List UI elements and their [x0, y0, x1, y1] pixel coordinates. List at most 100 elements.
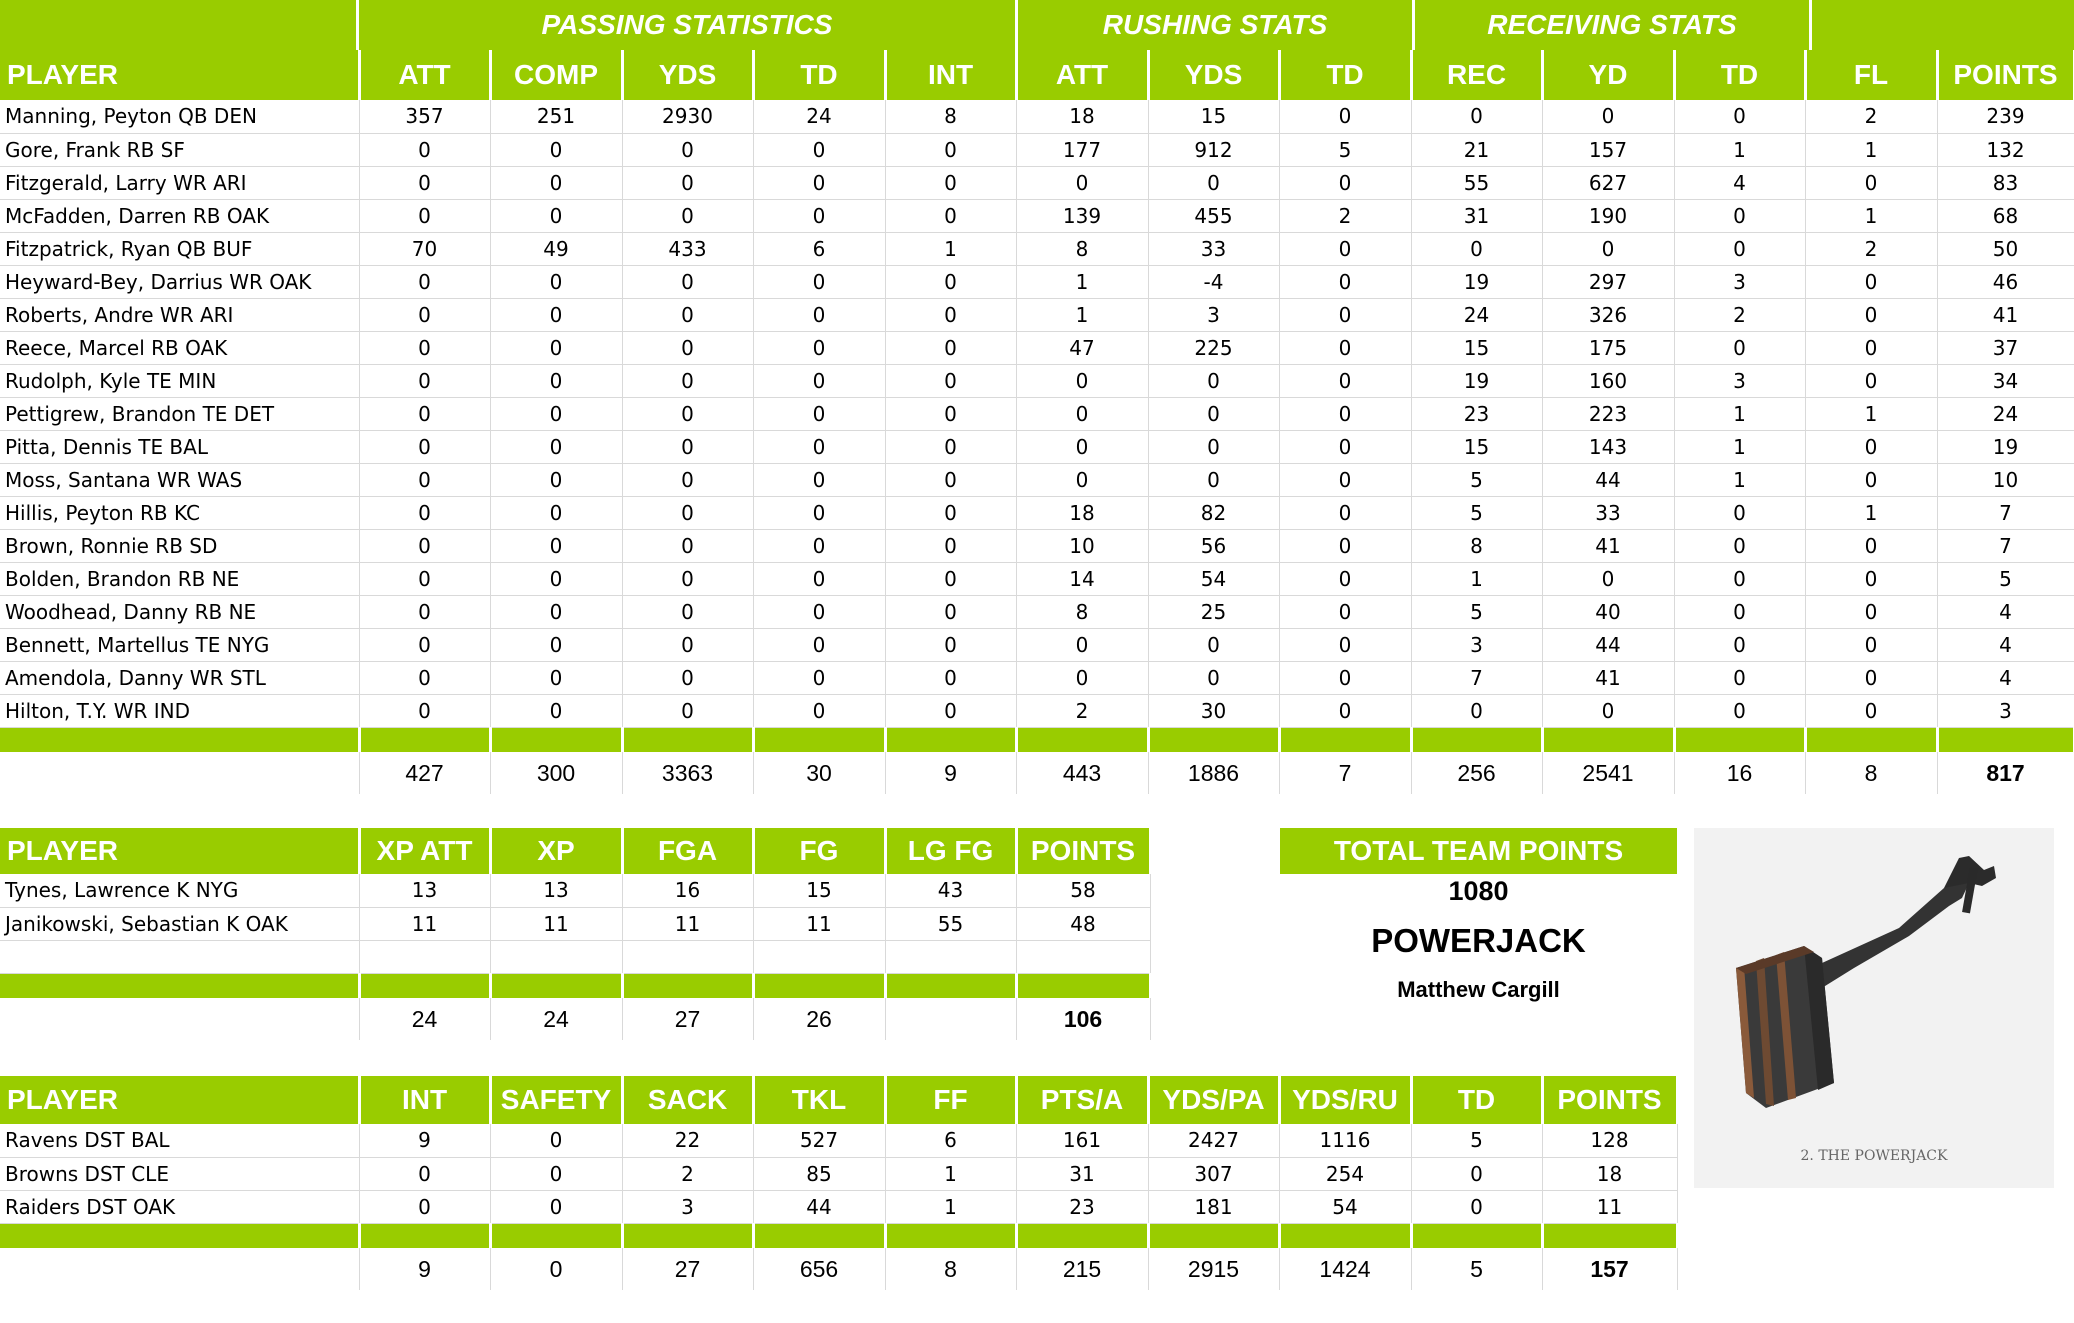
table-row: Bennett, Martellus TE NYG 0 0 0 0 0 0 0 0 3 44 0 0 4	[0, 628, 2074, 662]
header-bar-right	[1812, 0, 2074, 50]
stat-cell: 1116	[1279, 1124, 1412, 1158]
table-row: Fitzgerald, Larry WR ARI 0 0 0 0 0 0 0 0 55 627 4 0 8…	[0, 166, 2074, 200]
separator-cell	[490, 973, 624, 998]
separator-row	[0, 1223, 1679, 1248]
stat-cell: 4	[1937, 661, 2074, 695]
stat-cell: 0	[490, 166, 623, 200]
player-name-cell: Browns DST CLE	[0, 1157, 360, 1191]
stat-cell: 0	[885, 430, 1017, 464]
player-name-cell: Pitta, Dennis TE BAL	[0, 430, 360, 464]
stat-cell: 157	[1542, 133, 1675, 167]
stat-cell: 15	[753, 874, 886, 908]
stat-cell: 175	[1542, 331, 1675, 365]
total-cell: 2915	[1148, 1248, 1280, 1290]
total-cell: 27	[622, 998, 754, 1040]
player-name-cell: Fitzpatrick, Ryan QB BUF	[0, 232, 360, 266]
stat-cell: 0	[1016, 430, 1149, 464]
empty-cell	[885, 940, 1017, 974]
table-row: Amendola, Danny WR STL 0 0 0 0 0 0 0 0 7 41 0 0 4	[0, 661, 2074, 695]
stat-cell: 0	[753, 661, 886, 695]
stat-cell: 0	[622, 265, 754, 299]
stat-cell: 3	[1674, 364, 1806, 398]
stat-cell: 5	[1411, 595, 1543, 629]
stat-cell: 0	[1674, 595, 1806, 629]
stat-cell: 0	[1805, 265, 1938, 299]
empty-cell	[1016, 940, 1151, 974]
stat-cell: 25	[1148, 595, 1280, 629]
player-name-cell: Hillis, Peyton RB KC	[0, 496, 360, 530]
stat-cell: 11	[490, 907, 623, 941]
stat-cell: 0	[753, 496, 886, 530]
table-row: Pitta, Dennis TE BAL 0 0 0 0 0 0 0 0 15 143 1 0 19	[0, 430, 2074, 464]
stat-cell: 11	[1542, 1190, 1678, 1224]
separator-row	[0, 727, 2074, 752]
total-cell: 8	[1805, 752, 1938, 794]
stat-cell: 0	[622, 628, 754, 662]
separator-cell	[1805, 727, 1939, 752]
total-cell: 1424	[1279, 1248, 1412, 1290]
player-name-cell: Tynes, Lawrence K NYG	[0, 874, 360, 908]
stat-cell: 41	[1542, 661, 1675, 695]
stat-cell: 2	[1805, 232, 1938, 266]
stat-cell: 181	[1148, 1190, 1280, 1224]
stat-cell: 251	[490, 100, 623, 134]
stat-cell: 0	[622, 430, 754, 464]
stat-cell: 6	[753, 232, 886, 266]
stat-cell: 0	[1016, 628, 1149, 662]
stat-cell: 0	[490, 1157, 623, 1191]
separator-cell	[622, 973, 755, 998]
stat-cell: 0	[753, 529, 886, 563]
stat-cell: 3	[622, 1190, 754, 1224]
stat-cell: 49	[490, 232, 623, 266]
stat-cell: 0	[1674, 100, 1806, 134]
table-row: Bolden, Brandon RB NE 0 0 0 0 0 14 54 0 1 0 0 0 5	[0, 562, 2074, 596]
separator-cell	[885, 727, 1018, 752]
stat-cell: 0	[1805, 661, 1938, 695]
stat-cell: 8	[1411, 529, 1543, 563]
total-cell: 656	[753, 1248, 886, 1290]
stat-cell: 0	[1279, 628, 1412, 662]
total-cell: 30	[753, 752, 886, 794]
stat-cell: 0	[1148, 397, 1280, 431]
separator-cell	[490, 727, 624, 752]
stat-cell: 0	[1148, 463, 1280, 497]
stat-cell: 1	[1016, 298, 1149, 332]
stat-cell: 0	[359, 595, 491, 629]
column-header: FG	[753, 828, 887, 874]
total-cell	[885, 998, 1017, 1040]
table-row: Ravens DST BAL 9 0 22 527 6 161 2427 1116 5 128	[0, 1124, 1678, 1158]
column-header: LG FG	[885, 828, 1018, 874]
column-header: XP	[490, 828, 624, 874]
player-name-cell: Pettigrew, Brandon TE DET	[0, 397, 360, 431]
stat-cell: 31	[1411, 199, 1543, 233]
header-bar-left	[0, 0, 356, 50]
stat-cell: 83	[1937, 166, 2074, 200]
separator-cell	[1411, 727, 1544, 752]
separator-cell	[1937, 727, 2074, 752]
team-logo-image: 2. THE POWERJACK	[1694, 828, 2054, 1188]
column-header: TKL	[753, 1076, 887, 1124]
stat-cell: 0	[1279, 166, 1412, 200]
stat-cell: 1	[1411, 562, 1543, 596]
stat-cell: 0	[359, 364, 491, 398]
stat-cell: 0	[622, 397, 754, 431]
stat-cell: 0	[1279, 661, 1412, 695]
stat-cell: 0	[753, 331, 886, 365]
column-header: INT	[359, 1076, 492, 1124]
stat-cell: 3	[1411, 628, 1543, 662]
stat-cell: 2	[1016, 694, 1149, 728]
stat-cell: 0	[490, 1190, 623, 1224]
stat-cell: 0	[1411, 694, 1543, 728]
stat-cell: 0	[1674, 694, 1806, 728]
stat-cell: 1	[1805, 397, 1938, 431]
stat-cell: 0	[490, 595, 623, 629]
table-row: Roberts, Andre WR ARI 0 0 0 0 0 1 3 0 24 326 2 0 41	[0, 298, 2074, 332]
stat-cell: 1	[885, 1157, 1017, 1191]
stat-cell: 912	[1148, 133, 1280, 167]
totals-row: 24 24 27 26 106	[0, 998, 1151, 1040]
separator-cell	[0, 1223, 361, 1248]
stat-cell: 0	[1148, 628, 1280, 662]
stat-cell: 23	[1016, 1190, 1149, 1224]
stat-cell: 0	[490, 496, 623, 530]
stat-cell: 8	[885, 100, 1017, 134]
